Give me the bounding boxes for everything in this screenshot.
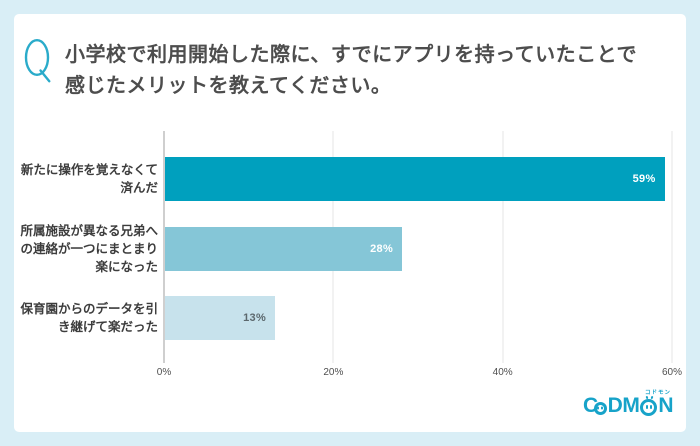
chart-bars: 59% 28% 13% — [165, 131, 673, 363]
logo-big-face-icon — [640, 395, 658, 416]
logo-small-face-icon — [593, 401, 607, 415]
title-line-2: 感じたメリットを教えてください。 — [65, 75, 392, 97]
bar-value-label: 59% — [632, 173, 656, 185]
bar-chart: 新たに操作を覚えなくて 済んだ所属施設が異なる兄弟へ の連絡が一つにまとまり 楽… — [14, 131, 682, 381]
x-tick-label: 0% — [156, 367, 172, 378]
bar-value-label: 28% — [370, 243, 394, 255]
y-axis-line — [163, 131, 165, 363]
survey-question-title: 小学校で利用開始した際に、すでにアプリを持っていたことで 感じたメリットを教えて… — [65, 40, 677, 102]
bar-value-label: 13% — [243, 312, 267, 324]
category-label: 所属施設が異なる兄弟へ の連絡が一つにまとまり 楽になった — [20, 224, 158, 274]
question-mark-icon — [24, 39, 51, 83]
x-axis-ticks: 0% 20% 40% 60% — [157, 367, 682, 381]
codmon-logo: コドモン C DM N — [583, 390, 674, 418]
bar: 13% — [165, 296, 276, 340]
logo-letters-dm: DM — [607, 394, 640, 417]
category-label: 新たに操作を覚えなくて 済んだ — [20, 163, 158, 195]
category-labels: 新たに操作を覚えなくて 済んだ所属施設が異なる兄弟へ の連絡が一つにまとまり 楽… — [14, 131, 158, 363]
chart-card: 小学校で利用開始した際に、すでにアプリを持っていたことで 感じたメリットを教えて… — [14, 14, 686, 432]
bar: 28% — [165, 227, 403, 271]
logo-kana-text: コドモン — [644, 390, 671, 396]
title-line-1: 小学校で利用開始した際に、すでにアプリを持っていたことで — [65, 44, 637, 66]
x-tick-label: 60% — [661, 367, 683, 378]
x-gridline — [502, 131, 504, 363]
bar: 59% — [165, 157, 665, 201]
x-tick-label: 20% — [323, 367, 344, 378]
x-gridline — [671, 131, 673, 363]
logo-letter-n: N — [658, 394, 673, 417]
category-label: 保育園からのデータを引 き継げて楽だった — [20, 302, 158, 334]
x-tick-label: 40% — [492, 367, 513, 378]
